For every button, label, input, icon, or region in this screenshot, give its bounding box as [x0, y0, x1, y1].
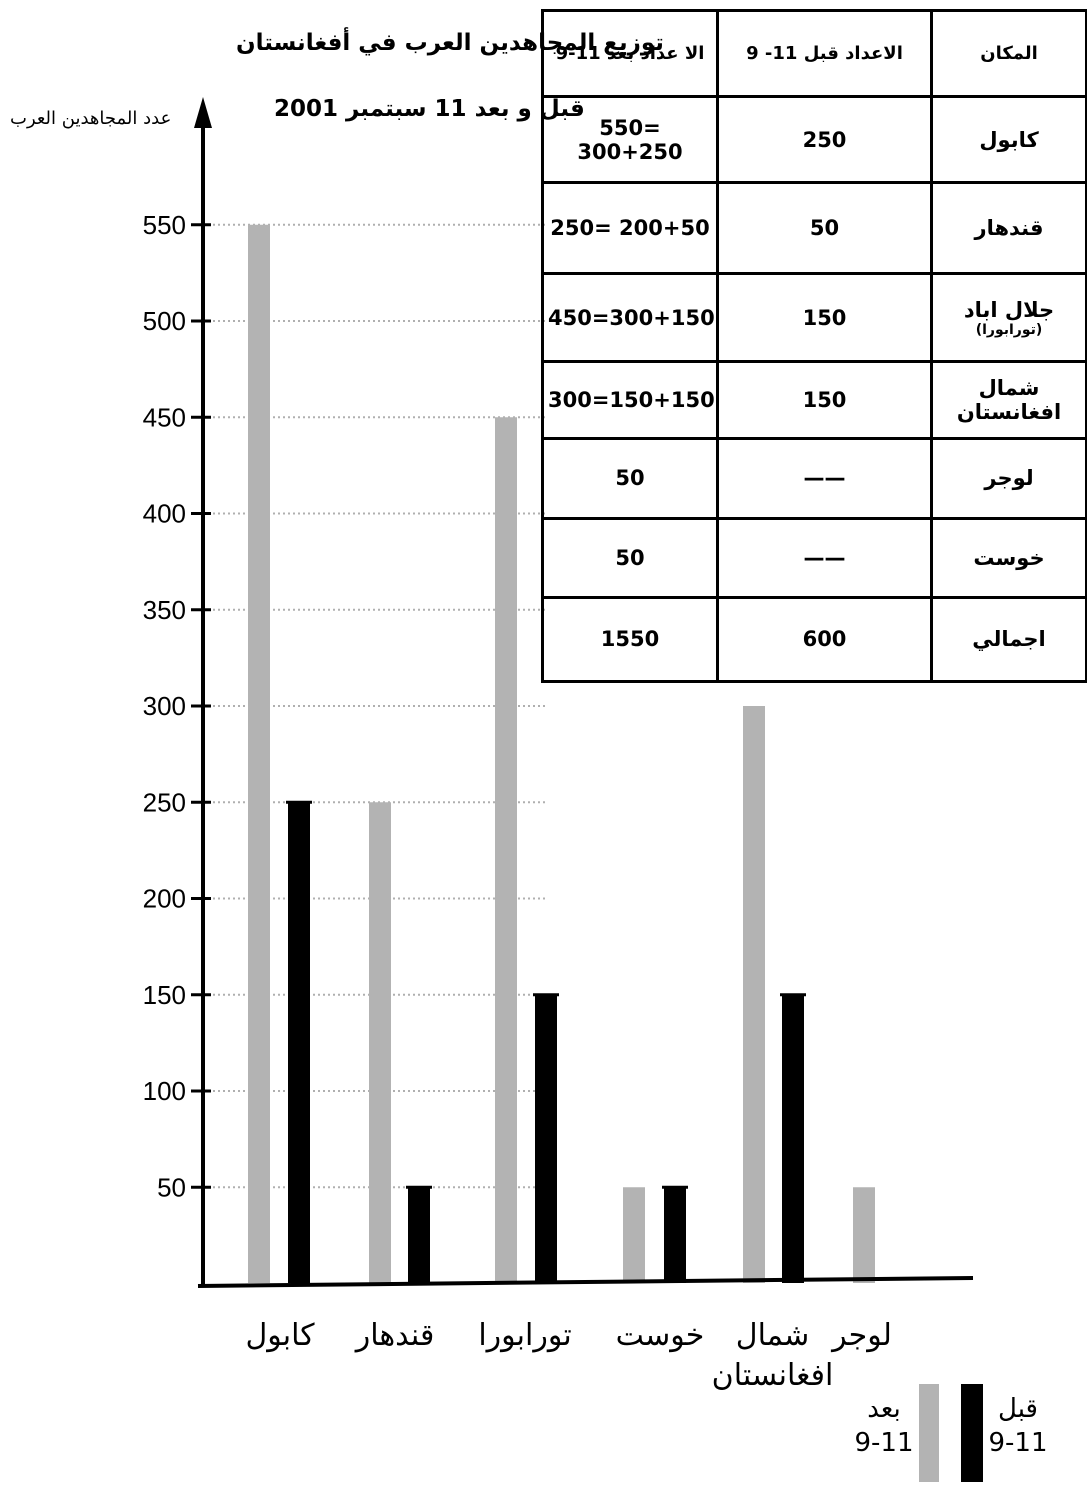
cell-after: 450=300+150: [543, 273, 718, 361]
bar: [623, 1187, 645, 1283]
bar: [664, 1187, 686, 1283]
bar: [369, 802, 391, 1283]
table-row: 50 —— خوست: [543, 519, 1087, 597]
place-name: كابول: [979, 128, 1038, 152]
y-tick-label: 150: [143, 980, 186, 1010]
cell-after: 550= 300+250: [543, 97, 718, 183]
header-place: المكان: [932, 11, 1087, 97]
y-tick-label: 550: [143, 210, 186, 240]
cell-place: شمال افغانستان: [932, 362, 1087, 438]
data-table: الا عداد بعد 11-9 الاعداد قبل 11- 9 المك…: [541, 9, 1087, 683]
y-tick-label: 250: [143, 787, 186, 817]
table-row: 300=150+150 150 شمال افغانستان: [543, 362, 1087, 438]
bar: [248, 225, 270, 1283]
place-name: شمال افغانستان: [957, 376, 1061, 424]
cell-before: 600: [718, 597, 932, 681]
cell-before: 150: [718, 362, 932, 438]
y-tick-label: 500: [143, 306, 186, 336]
header-after: الا عداد بعد 11-9: [543, 11, 718, 97]
table-row: 50 —— لوجر: [543, 438, 1087, 518]
x-tick-label: شمال افغانستان: [705, 1316, 840, 1396]
legend-label-before: قبل 9-11: [986, 1392, 1050, 1460]
bar: [288, 802, 310, 1283]
x-tick-label: قندهار: [340, 1316, 450, 1356]
x-tick-label: خوست: [600, 1316, 720, 1356]
table-row: 1550 600 اجمالي: [543, 597, 1087, 681]
cell-after: 1550: [543, 597, 718, 681]
bar: [535, 995, 557, 1283]
y-tick-label: 350: [143, 595, 186, 625]
cell-before: 50: [718, 183, 932, 273]
table-header-row: الا عداد بعد 11-9 الاعداد قبل 11- 9 المك…: [543, 11, 1087, 97]
cell-after: 250= 200+50: [543, 183, 718, 273]
cell-place: اجمالي: [932, 597, 1087, 681]
legend-swatch-before: [961, 1384, 983, 1482]
cell-after: 300=150+150: [543, 362, 718, 438]
cell-place: خوست: [932, 519, 1087, 597]
cell-after: 50: [543, 438, 718, 518]
bar: [495, 417, 517, 1283]
cell-before: 250: [718, 97, 932, 183]
legend-label-after: بعد 9-11: [852, 1392, 916, 1460]
cell-before: 150: [718, 273, 932, 361]
y-tick-label: 400: [143, 499, 186, 529]
place-name: قندهار: [975, 216, 1044, 240]
place-name: خوست: [973, 546, 1044, 570]
place-name: جلال اباد: [964, 298, 1054, 322]
y-tick-label: 50: [157, 1172, 186, 1202]
x-tick-label: تورابورا: [460, 1316, 590, 1356]
header-before: الاعداد قبل 11- 9: [718, 11, 932, 97]
y-tick-label: 450: [143, 402, 186, 432]
y-tick-label: 200: [143, 884, 186, 914]
y-axis-arrow: [194, 97, 212, 128]
cell-place: لوجر: [932, 438, 1087, 518]
chart-title-line-2: قبل و بعد 11 سبتمبر 2001: [274, 96, 585, 122]
y-tick-label: 100: [143, 1076, 186, 1106]
place-name: لوجر: [984, 466, 1033, 490]
bar: [743, 706, 765, 1283]
cell-place: جلال اباد (تورابورا): [932, 273, 1087, 361]
y-axis-label: عدد المجاهدين العرب: [10, 108, 171, 129]
legend-swatch-after: [919, 1384, 939, 1482]
cell-place: قندهار: [932, 183, 1087, 273]
table-row: 450=300+150 150 جلال اباد (تورابورا): [543, 273, 1087, 361]
y-tick-label: 300: [143, 691, 186, 721]
bar: [408, 1187, 430, 1283]
cell-after: 50: [543, 519, 718, 597]
cell-before: ——: [718, 519, 932, 597]
cell-before: ——: [718, 438, 932, 518]
table-row: 550= 300+250 250 كابول: [543, 97, 1087, 183]
cell-place: كابول: [932, 97, 1087, 183]
x-tick-label: لوجر: [822, 1316, 902, 1356]
bar: [853, 1187, 875, 1283]
bar: [782, 995, 804, 1283]
x-tick-label: كابول: [220, 1316, 340, 1356]
place-subname: (تورابورا): [937, 322, 1081, 338]
table-row: 250= 200+50 50 قندهار: [543, 183, 1087, 273]
place-name: اجمالي: [972, 627, 1045, 651]
